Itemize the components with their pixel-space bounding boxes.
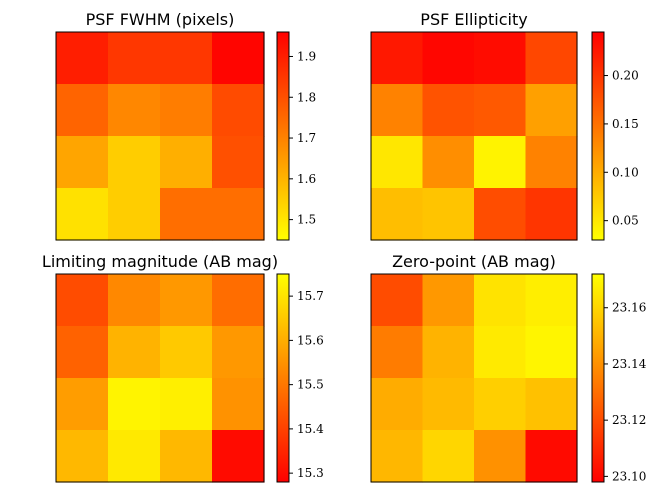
- fwhm-panel: PSF FWHM (pixels) 1.5 1.6 1.7 1.8 1.9: [55, 10, 316, 241]
- zero-point-cell: [474, 378, 527, 431]
- zero-point-cell: [371, 274, 424, 327]
- fwhm-cell: [108, 188, 161, 241]
- limiting-mag-cell: [108, 430, 161, 483]
- fwhm-colorbar-tick-label: 1.7: [297, 131, 316, 145]
- zero-point-cell: [525, 274, 578, 327]
- ellipticity-cell: [371, 84, 424, 137]
- fwhm-cell: [160, 136, 213, 189]
- zero-point-cell: [525, 430, 578, 483]
- fwhm-cell: [212, 136, 265, 189]
- limiting-mag-cell: [108, 274, 161, 327]
- zero-point-colorbar-tick-label: 23.14: [612, 357, 647, 371]
- ellipticity-axes-frame: [370, 31, 578, 241]
- fwhm-cell: [108, 136, 161, 189]
- limiting-mag-cell: [56, 430, 109, 483]
- fwhm-cell: [56, 136, 109, 189]
- zero-point-title: Zero-point (AB mag): [392, 252, 556, 271]
- ellipticity-cell: [371, 32, 424, 85]
- fwhm-cell: [212, 32, 265, 85]
- zero-point-panel: Zero-point (AB mag) 23.10 23.12 23.14 23.16: [370, 252, 647, 483]
- limiting-mag-cell: [160, 378, 213, 431]
- zero-point-cell: [474, 430, 527, 483]
- zero-point-colorbar-tick-label: 23.10: [612, 469, 646, 483]
- fwhm-cell: [160, 84, 213, 137]
- ellipticity-panel: PSF Ellipticity 0.05 0.10 0.15 0.20: [370, 10, 639, 241]
- limiting-mag-cell: [212, 274, 265, 327]
- ellipticity-cell: [474, 188, 527, 241]
- limiting-mag-cell: [212, 326, 265, 379]
- limiting-mag-colorbar-tick-label: 15.3: [297, 466, 324, 480]
- ellipticity-cell: [525, 136, 578, 189]
- ellipticity-cell: [474, 84, 527, 137]
- ellipticity-cell: [422, 136, 475, 189]
- zero-point-colorbar: [591, 273, 605, 483]
- ellipticity-cell: [422, 84, 475, 137]
- limiting-mag-colorbar-tick-label: 15.6: [297, 333, 324, 347]
- zero-point-colorbar-tick-label: 23.12: [612, 413, 646, 427]
- limiting-mag-colorbar-tick-label: 15.4: [297, 422, 324, 436]
- zero-point-axes-frame: [370, 273, 578, 483]
- zero-point-cell: [474, 326, 527, 379]
- limiting-mag-cell: [56, 274, 109, 327]
- zero-point-colorbar-tick-label: 23.16: [612, 301, 646, 315]
- ellipticity-colorbar: [591, 31, 605, 241]
- limiting-mag-cell: [108, 378, 161, 431]
- ellipticity-colorbar-tick-label: 0.20: [612, 69, 639, 83]
- limiting-mag-cell: [108, 326, 161, 379]
- fwhm-cell: [160, 188, 213, 241]
- ellipticity-colorbar-tick-label: 0.10: [612, 165, 639, 179]
- zero-point-cell: [525, 378, 578, 431]
- zero-point-cell: [474, 274, 527, 327]
- zero-point-cell: [422, 430, 475, 483]
- fwhm-colorbar-tick-label: 1.5: [297, 213, 316, 227]
- limiting-mag-cell: [56, 326, 109, 379]
- zero-point-cell: [525, 326, 578, 379]
- ellipticity-cell: [525, 188, 578, 241]
- limiting-mag-title: Limiting magnitude (AB mag): [42, 252, 278, 271]
- ellipticity-cell: [474, 136, 527, 189]
- fwhm-cell: [56, 32, 109, 85]
- zero-point-cell: [422, 274, 475, 327]
- limiting-mag-cell: [160, 430, 213, 483]
- fwhm-colorbar-tick-label: 1.6: [297, 172, 316, 186]
- ellipticity-cell: [371, 136, 424, 189]
- limiting-mag-cell: [212, 430, 265, 483]
- fwhm-colorbar: [276, 31, 290, 241]
- fwhm-cell: [212, 188, 265, 241]
- fwhm-cell: [108, 84, 161, 137]
- zero-point-cell: [422, 326, 475, 379]
- fwhm-title: PSF FWHM (pixels): [86, 10, 235, 29]
- ellipticity-cell: [474, 32, 527, 85]
- ellipticity-cell: [371, 188, 424, 241]
- ellipticity-cell: [525, 32, 578, 85]
- ellipticity-title: PSF Ellipticity: [420, 10, 527, 29]
- ellipticity-colorbar-tick-label: 0.05: [612, 214, 639, 228]
- limiting-mag-colorbar-tick-label: 15.5: [297, 378, 324, 392]
- ellipticity-cell: [422, 188, 475, 241]
- zero-point-cell: [371, 430, 424, 483]
- fwhm-colorbar-tick-label: 1.9: [297, 49, 316, 63]
- limiting-mag-cell: [160, 326, 213, 379]
- fwhm-colorbar-tick-label: 1.8: [297, 90, 316, 104]
- limiting-mag-axes-frame: [55, 273, 265, 483]
- limiting-mag-colorbar: [276, 273, 290, 483]
- ellipticity-cell: [525, 84, 578, 137]
- zero-point-cell: [371, 378, 424, 431]
- ellipticity-colorbar-tick-label: 0.15: [612, 117, 639, 131]
- limiting-mag-cell: [160, 274, 213, 327]
- fwhm-cell: [160, 32, 213, 85]
- limiting-mag-cell: [212, 378, 265, 431]
- fwhm-cell: [212, 84, 265, 137]
- ellipticity-cell: [422, 32, 475, 85]
- fwhm-cell: [108, 32, 161, 85]
- zero-point-cell: [371, 326, 424, 379]
- fwhm-cell: [56, 188, 109, 241]
- limiting-mag-panel: Limiting magnitude (AB mag) 15.3 15.4 15.5 1…: [42, 252, 324, 483]
- zero-point-cell: [422, 378, 475, 431]
- limiting-mag-cell: [56, 378, 109, 431]
- fwhm-axes-frame: [55, 31, 265, 241]
- limiting-mag-colorbar-tick-label: 15.7: [297, 289, 324, 303]
- fwhm-cell: [56, 84, 109, 137]
